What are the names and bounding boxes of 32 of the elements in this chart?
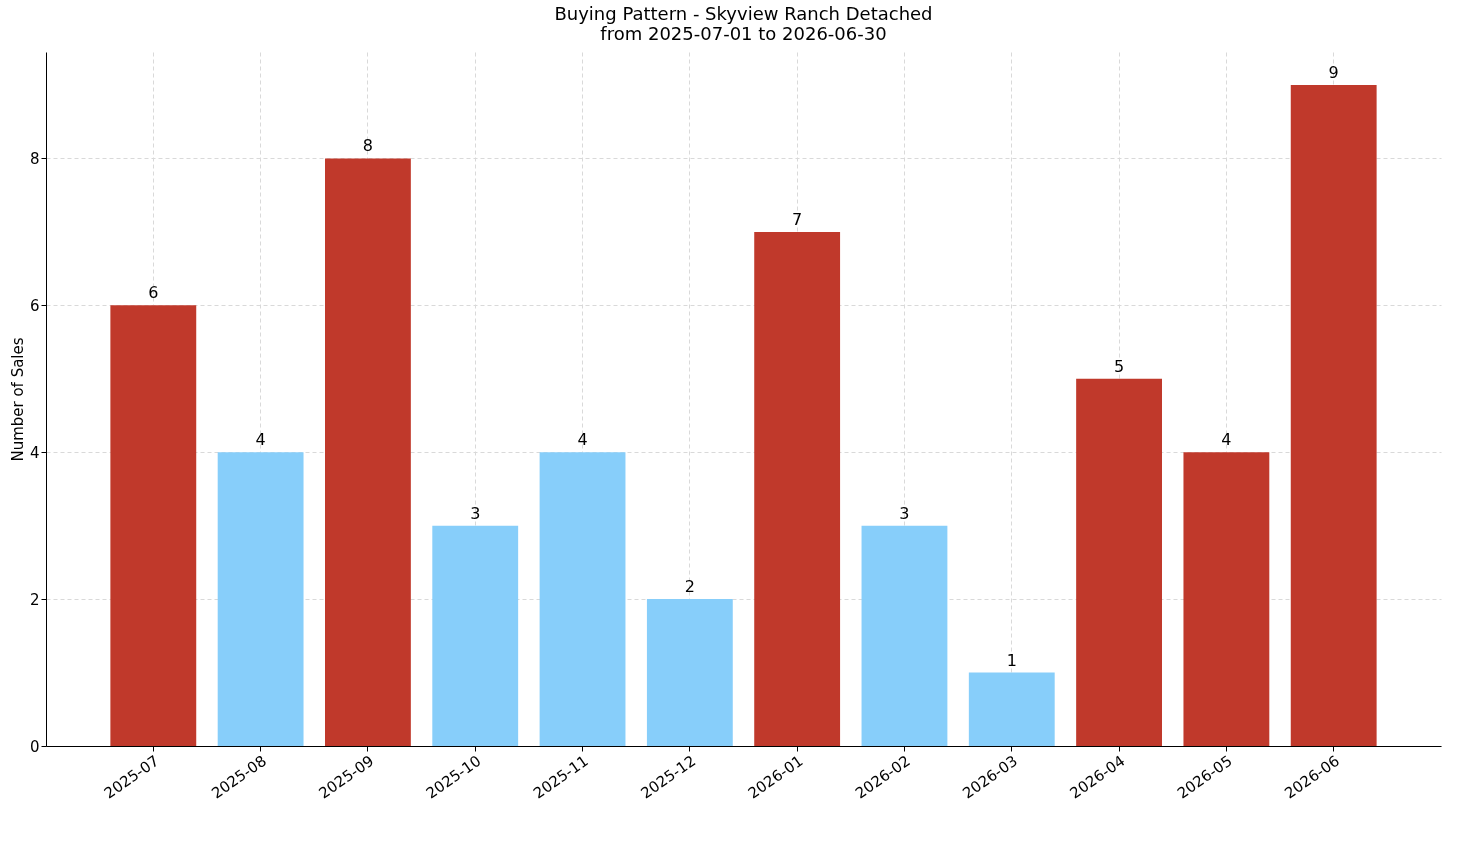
bar	[539, 452, 626, 746]
bar	[754, 231, 841, 746]
data-label: 4	[577, 430, 588, 450]
bar	[1183, 452, 1270, 746]
bar	[1290, 85, 1377, 746]
chart-subtitle: from 2025-07-01 to 2026-06-30	[600, 23, 887, 44]
y-tick-label: 0	[29, 737, 40, 756]
bar	[432, 525, 519, 746]
bar	[110, 305, 197, 746]
data-label: 8	[362, 136, 374, 156]
data-label: 9	[1328, 63, 1339, 83]
bar	[646, 599, 733, 746]
bar	[325, 158, 411, 746]
data-label: 3	[470, 503, 481, 523]
data-label: 6	[148, 283, 159, 303]
data-label: 5	[1113, 356, 1125, 376]
y-tick-label: 2	[29, 590, 40, 609]
data-label: 1	[1006, 650, 1017, 670]
data-label: 3	[899, 503, 910, 523]
bar	[861, 525, 948, 746]
y-tick-label: 4	[29, 443, 40, 462]
y-axis-title: Number of Sales	[8, 337, 27, 462]
bar	[968, 672, 1055, 746]
data-label: 7	[792, 209, 803, 229]
data-label: 4	[255, 430, 266, 450]
chart-title: Buying Pattern - Skyview Ranch Detached	[554, 3, 933, 24]
bar	[217, 452, 304, 746]
y-tick-label: 8	[29, 149, 40, 168]
data-label: 4	[1221, 430, 1232, 450]
y-tick-label: 6	[29, 296, 40, 315]
bar	[1076, 378, 1162, 746]
data-label: 2	[684, 577, 695, 597]
